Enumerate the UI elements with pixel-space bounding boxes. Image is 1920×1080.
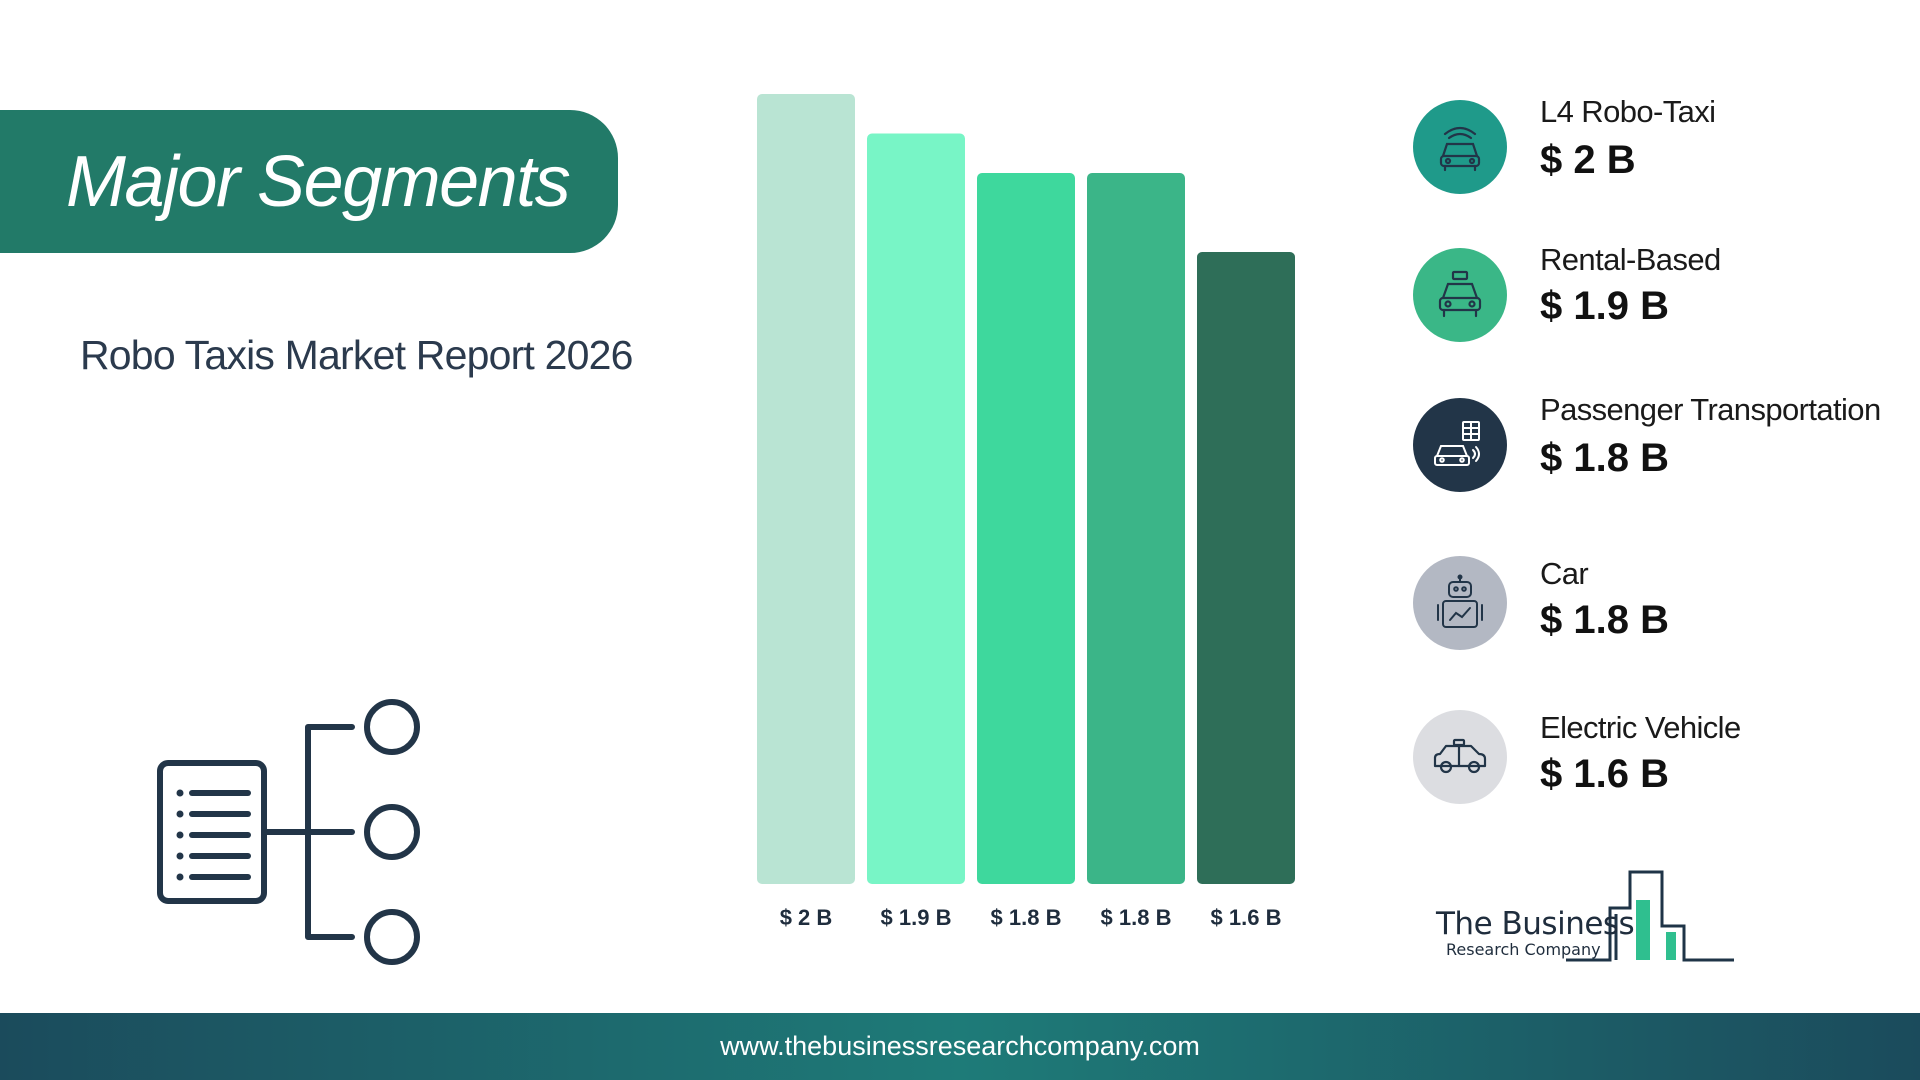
- logo-line-1: The Business: [1436, 906, 1635, 942]
- logo-bars-icon: [1566, 870, 1734, 962]
- segments-hierarchy-icon: [157, 699, 420, 965]
- legend-value: $ 1.9 B: [1540, 284, 1669, 328]
- legend-name: Rental-Based: [1540, 242, 1721, 277]
- segment-legend: L4 Robo-Taxi $ 2 B Rental-Based $ 1.9 B …: [1410, 0, 1910, 860]
- legend-item-car: Car $ 1.8 B: [1410, 556, 1910, 666]
- bar-electric-vehicle: [1197, 252, 1295, 884]
- bar-passenger-transportation: [977, 173, 1075, 884]
- footer-url[interactable]: www.thebusinessresearchcompany.com: [720, 1031, 1200, 1061]
- legend-value: $ 1.8 B: [1540, 436, 1669, 480]
- company-logo: The Business Research Company: [1430, 870, 1750, 970]
- legend-name: Car: [1540, 556, 1589, 591]
- bar-value-label: $ 1.6 B: [1211, 905, 1282, 930]
- legend-icon-circle: [1413, 556, 1507, 650]
- legend-value: $ 2 B: [1540, 138, 1636, 182]
- taxi-side-icon: [1433, 738, 1487, 774]
- legend-item-rental-based: Rental-Based $ 1.9 B: [1410, 242, 1910, 358]
- robot-icon: [1437, 574, 1483, 628]
- legend-item-passenger-transportation: Passenger Transportation $ 1.8 B: [1410, 392, 1910, 508]
- legend-icon-circle: [1413, 248, 1507, 342]
- taxi-car-icon: [1438, 270, 1482, 318]
- legend-item-l4-robo-taxi: L4 Robo-Taxi $ 2 B: [1410, 94, 1910, 210]
- legend-icon-circle: [1413, 398, 1507, 492]
- legend-name: Passenger Transportation: [1540, 392, 1881, 427]
- bar-value-label: $ 1.8 B: [1101, 905, 1172, 930]
- bar-value-label: $ 1.9 B: [881, 905, 952, 930]
- title-banner: Major Segments: [0, 110, 618, 253]
- legend-item-electric-vehicle: Electric Vehicle $ 1.6 B: [1410, 710, 1910, 820]
- legend-name: Electric Vehicle: [1540, 710, 1741, 745]
- segments-bar-chart: $ 2 B $ 1.9 B $ 1.8 B $ 1.8 B $ 1.6 B: [757, 94, 1295, 930]
- bar-car: [1087, 173, 1185, 884]
- connected-car-icon: [1434, 421, 1480, 466]
- report-subtitle: Robo Taxis Market Report 2026: [80, 332, 633, 378]
- legend-value: $ 1.6 B: [1540, 752, 1669, 796]
- legend-icon-circle: [1413, 710, 1507, 804]
- footer-bar: www.thebusinessresearchcompany.com: [0, 1013, 1920, 1080]
- bar-value-label: $ 1.8 B: [991, 905, 1062, 930]
- robo-taxi-icon: [1439, 126, 1481, 172]
- bar-l4-robo-taxi: [757, 94, 855, 884]
- bar-value-label: $ 2 B: [780, 905, 833, 930]
- legend-icon-circle: [1413, 100, 1507, 194]
- legend-name: L4 Robo-Taxi: [1540, 94, 1716, 129]
- logo-line-2: Research Company: [1446, 940, 1601, 959]
- page-title: Major Segments: [66, 141, 571, 222]
- legend-value: $ 1.8 B: [1540, 598, 1669, 642]
- bar-rental-based: [867, 133, 965, 884]
